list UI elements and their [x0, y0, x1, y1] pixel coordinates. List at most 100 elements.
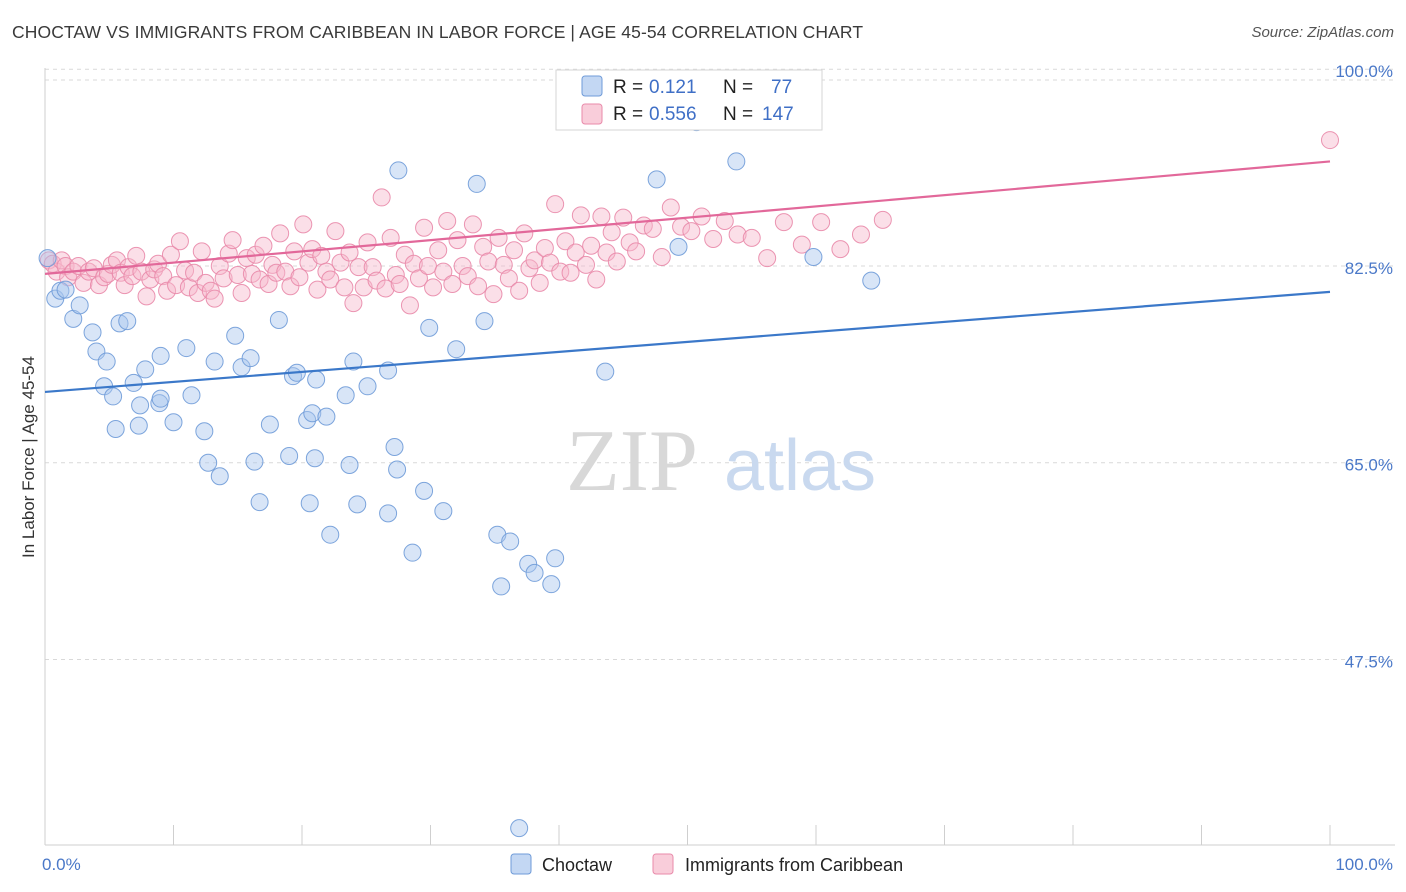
choctaw-point [525, 563, 544, 582]
chart-source: Source: ZipAtlas.com [1251, 24, 1394, 41]
caribbean-point [463, 215, 482, 234]
caribbean-point [294, 215, 313, 234]
correlation-legend: R = 0.121 N = 77 R = 0.556 N = 147 [555, 69, 823, 131]
choctaw-point [205, 352, 224, 371]
choctaw-point [195, 422, 214, 441]
caribbean-point [400, 296, 419, 315]
choctaw-point [510, 819, 529, 838]
choctaw-point [542, 575, 561, 594]
choctaw-point [379, 504, 398, 523]
caribbean-point [530, 273, 549, 292]
caribbean-point [154, 267, 173, 286]
choctaw-point [118, 312, 137, 331]
legend-swatch-caribbean [581, 103, 603, 125]
x-tick-labels: 0.0% 100.0% [42, 855, 1393, 874]
choctaw-point [647, 170, 666, 189]
caribbean-point [582, 236, 601, 255]
choctaw-point [348, 495, 367, 514]
caribbean-point [331, 253, 350, 272]
choctaw-point [388, 460, 407, 479]
watermark: ZIP atlas [566, 413, 876, 510]
caribbean-point [214, 269, 233, 288]
choctaw-point [344, 352, 363, 371]
caribbean-point [682, 222, 701, 241]
caribbean-point [434, 262, 453, 281]
x-tick-label: 0.0% [42, 855, 81, 874]
caribbean-point [602, 223, 621, 242]
caribbean-point [627, 242, 646, 261]
caribbean-point [484, 285, 503, 304]
watermark-atlas: atlas [724, 426, 876, 506]
choctaw-point [669, 237, 688, 256]
choctaw-point [389, 161, 408, 180]
chart-title: CHOCTAW VS IMMIGRANTS FROM CARIBBEAN IN … [12, 22, 864, 42]
caribbean-point [115, 276, 134, 295]
choctaw-point [519, 554, 538, 573]
choctaw-point [420, 318, 439, 337]
caribbean-point [415, 218, 434, 237]
caribbean-point [851, 225, 870, 244]
choctaw-point [151, 389, 170, 408]
choctaw-point [303, 404, 322, 423]
choctaw-point [475, 312, 494, 331]
legend-r-value: 0.556 [649, 104, 697, 125]
choctaw-point [727, 152, 746, 171]
caribbean-point [561, 263, 580, 282]
caribbean-point [566, 243, 585, 262]
legend-r-label: R = [613, 104, 643, 125]
caribbean-point [546, 195, 565, 214]
y-axis-label: In Labor Force | Age 45-54 [19, 356, 38, 558]
caribbean-point [158, 281, 177, 300]
caribbean-point [74, 273, 93, 292]
caribbean-point [254, 236, 273, 255]
caribbean-point [363, 258, 382, 277]
choctaw-point [245, 452, 264, 471]
choctaw-point [260, 415, 279, 434]
caribbean-point [474, 237, 493, 256]
caribbean-point [510, 281, 529, 300]
caribbean-point [443, 274, 462, 293]
choctaw-point [336, 386, 355, 405]
caribbean-point [774, 213, 793, 232]
caribbean-point [812, 213, 831, 232]
caribbean-point [1321, 131, 1339, 150]
caribbean-point [792, 235, 811, 254]
caribbean-point [179, 278, 198, 297]
caribbean-point [535, 239, 554, 258]
caribbean-point [418, 256, 437, 275]
choctaw-point [97, 352, 116, 371]
y-tick-label: 47.5% [1345, 652, 1393, 671]
caribbean-point [742, 228, 761, 247]
caribbean-point [592, 207, 611, 226]
series-caribbean-points [39, 131, 1339, 315]
caribbean-point [381, 228, 400, 247]
choctaw-point [164, 413, 183, 432]
choctaw-point [83, 323, 102, 342]
caribbean-point [335, 278, 354, 297]
caribbean-point [525, 251, 544, 270]
choctaw-point [70, 296, 89, 315]
caribbean-point [390, 274, 409, 293]
choctaw-point [862, 271, 881, 290]
choctaw-point [546, 549, 565, 568]
caribbean-point [469, 277, 488, 296]
caribbean-point [448, 231, 467, 250]
caribbean-trend-line [44, 160, 1331, 275]
choctaw-point [250, 493, 269, 512]
choctaw-point [596, 362, 615, 381]
choctaw-point [129, 416, 148, 435]
caribbean-point [479, 252, 498, 271]
caribbean-point [395, 245, 414, 264]
caribbean-point [424, 278, 443, 297]
caribbean-point [429, 241, 448, 260]
caribbean-point [704, 230, 723, 249]
legend-swatch-caribbean [652, 853, 674, 875]
series-legend: Choctaw Immigrants from Caribbean [510, 853, 903, 875]
caribbean-point [358, 233, 377, 252]
caribbean-point [250, 270, 269, 289]
caribbean-point [620, 233, 639, 252]
caribbean-point [223, 231, 242, 250]
caribbean-point [281, 277, 300, 296]
choctaw-point [317, 407, 336, 426]
choctaw-point [210, 467, 229, 486]
